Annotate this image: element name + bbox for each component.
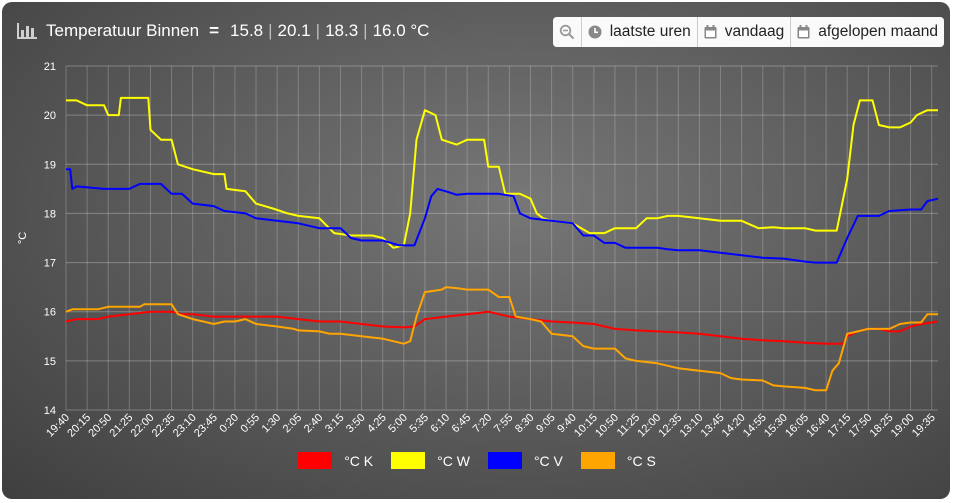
y-tick-label: 17 <box>44 258 56 270</box>
x-tick-label: 20:50 <box>86 412 114 440</box>
chart-header: Temperatuur Binnen = 15.8 | 20.1 | 18.3 | 16.0… <box>16 18 429 44</box>
legend-label: °C V <box>533 452 563 469</box>
series-line <box>66 96 938 249</box>
x-tick-label: 10:50 <box>593 412 621 440</box>
x-tick-label: 10:15 <box>572 412 600 440</box>
x-tick-label: 17:15 <box>825 412 853 440</box>
x-tick-label: 5:00 <box>386 412 410 436</box>
calendar-icon <box>797 25 810 39</box>
x-tick-label: 16:05 <box>783 412 811 440</box>
y-tick-label: 16 <box>44 307 56 319</box>
last-hours-label: laatste uren <box>609 23 691 40</box>
chart-legend: °C K °C W °C V °C S <box>0 452 954 469</box>
x-tick-label: 3:15 <box>323 412 347 436</box>
clock-icon <box>588 25 602 39</box>
equals-icon: = <box>209 21 221 40</box>
x-tick-label: 0:20 <box>217 412 241 436</box>
value-separator: | <box>363 21 368 40</box>
x-tick-label: 2:05 <box>281 412 305 436</box>
x-tick-label: 23:45 <box>192 412 220 440</box>
y-tick-label: 20 <box>44 110 56 122</box>
x-tick-label: 7:20 <box>471 412 495 436</box>
x-tick-label: 21:25 <box>108 412 136 440</box>
x-tick-label: 22:00 <box>129 412 157 440</box>
x-tick-label: 22:35 <box>150 412 178 440</box>
summary-value: 18.3 <box>325 21 359 40</box>
x-tick-label: 8:30 <box>513 412 537 436</box>
bar-chart-icon <box>17 23 37 39</box>
y-axis-label: °C <box>17 232 29 244</box>
x-tick-label: 13:45 <box>699 412 727 440</box>
x-tick-label: 16:40 <box>804 412 832 440</box>
value-separator: | <box>315 21 321 40</box>
calendar-icon <box>704 25 717 39</box>
x-tick-label: 15:30 <box>762 412 790 440</box>
last-month-label: afgelopen maand <box>818 23 938 40</box>
zoom-out-button[interactable] <box>552 17 581 47</box>
chart-title: Temperatuur Binnen <box>46 21 200 40</box>
x-tick-label: 5:35 <box>407 412 431 436</box>
last-month-button[interactable]: afgelopen maand <box>790 17 944 47</box>
legend-item[interactable]: °C S <box>580 452 656 469</box>
legend-label: °C W <box>437 452 470 469</box>
x-tick-label: 12:35 <box>656 412 684 440</box>
value-separator: | <box>268 21 273 40</box>
x-tick-label: 13:10 <box>678 412 706 440</box>
y-tick-label: 21 <box>44 61 56 73</box>
last-hours-button[interactable]: laatste uren <box>580 17 697 47</box>
x-tick-label: 4:25 <box>365 412 389 436</box>
range-toolbar: laatste uren vandaag afgelopen maand <box>552 17 944 47</box>
x-tick-label: 6:10 <box>429 412 453 436</box>
x-tick-label: 19:35 <box>910 412 938 440</box>
series-line <box>65 286 938 392</box>
legend-item[interactable]: °C K <box>298 452 373 469</box>
x-tick-label: 20:15 <box>65 412 93 440</box>
legend-swatch <box>391 452 426 469</box>
y-tick-label: 18 <box>44 208 56 220</box>
x-tick-label: 2:40 <box>302 412 326 436</box>
summary-values: 15.8 | 20.1 | 18.3 | 16.0 °C <box>230 21 429 41</box>
legend-swatch <box>298 452 333 469</box>
x-tick-label: 12:00 <box>635 412 663 440</box>
legend-label: °C S <box>626 452 656 469</box>
x-tick-label: 6:45 <box>450 412 474 436</box>
magnifier-minus-icon <box>559 24 574 40</box>
legend-item[interactable]: °C W <box>391 452 470 469</box>
y-tick-label: 14 <box>44 405 56 417</box>
legend-swatch <box>487 452 522 469</box>
series-line <box>66 168 939 264</box>
x-tick-label: 0:55 <box>239 412 263 436</box>
x-tick-label: 17:50 <box>846 412 874 440</box>
x-tick-label: 19:00 <box>889 412 917 440</box>
legend-swatch <box>580 452 615 469</box>
x-tick-label: 18:25 <box>868 412 896 440</box>
summary-value: 15.8 <box>230 21 264 40</box>
y-tick-label: 15 <box>44 356 56 368</box>
x-tick-label: 9:05 <box>534 412 558 436</box>
today-label: vandaag <box>724 23 785 40</box>
x-tick-label: 14:55 <box>741 412 769 440</box>
today-button[interactable]: vandaag <box>696 17 791 47</box>
legend-label: °C K <box>344 452 374 469</box>
x-tick-label: 7:55 <box>492 412 516 436</box>
y-tick-label: 19 <box>44 159 56 171</box>
legend-item[interactable]: °C V <box>487 452 563 469</box>
summary-value: 20.1 <box>277 21 311 40</box>
x-tick-label: 14:20 <box>720 412 748 440</box>
x-tick-label: 1:30 <box>260 412 284 436</box>
x-tick-label: 23:10 <box>171 412 199 440</box>
x-tick-label: 3:50 <box>344 412 368 436</box>
series-line <box>65 310 939 345</box>
summary-value: 16.0 °C <box>372 21 430 40</box>
